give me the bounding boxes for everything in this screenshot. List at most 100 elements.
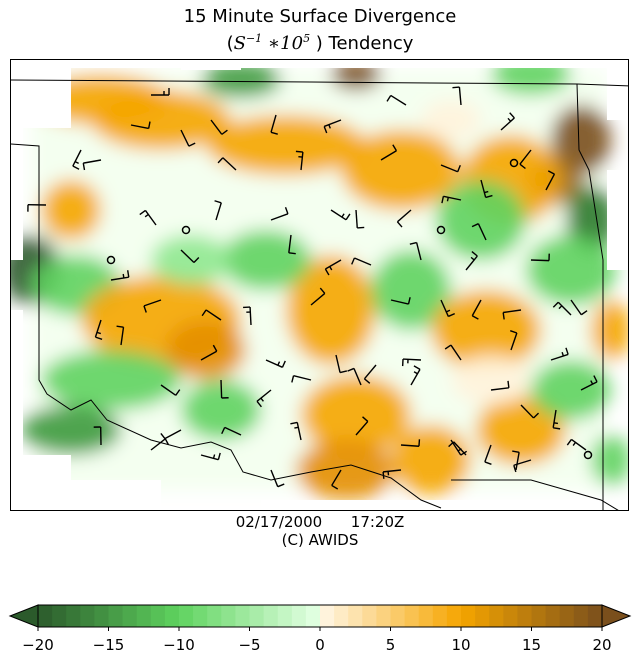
colorbar-cell — [348, 605, 363, 627]
wind-barb — [396, 209, 412, 228]
wind-barb — [256, 389, 272, 408]
colorbar-cell — [80, 605, 95, 627]
subtitle-suffix: ) Tendency — [310, 33, 414, 54]
colorbar-tick-label: −5 — [238, 636, 260, 654]
colorbar-cell — [263, 605, 279, 627]
wind-barb — [200, 344, 218, 361]
colorbar-cell — [587, 605, 603, 627]
colorbar-cell — [108, 605, 124, 627]
colorbar-max-arrow — [601, 604, 632, 628]
wind-barbs — [27, 86, 598, 490]
wind-barb — [440, 299, 456, 318]
colorbar-cell — [249, 605, 265, 627]
wind-barb — [355, 209, 365, 229]
colorbar-cell — [38, 605, 53, 627]
wind-barb — [290, 421, 302, 441]
wind-barb — [200, 452, 221, 461]
wind-barb — [401, 358, 422, 367]
map-subtitle: (S−1 ∗105 ) Tendency — [0, 32, 640, 54]
subtitle-math-base: S — [233, 33, 246, 54]
wind-barb — [552, 409, 561, 430]
colorbar-cell — [418, 605, 434, 627]
colorbar-cell — [545, 605, 561, 627]
colorbar-cell — [531, 605, 547, 627]
wind-barb — [94, 319, 103, 340]
wind-barb — [324, 259, 342, 276]
colorbar-cell — [461, 605, 476, 627]
wind-barb — [448, 441, 467, 456]
colorbar-min-arrow — [8, 604, 39, 628]
colorbar-cell — [503, 605, 518, 627]
colorbar: −20 −15 −10 −5 0 5 10 15 20 — [8, 604, 632, 654]
colorbar-cell — [94, 605, 109, 627]
colorbar-tick-label: −20 — [22, 636, 54, 654]
wind-barb — [512, 450, 520, 471]
wind-barb — [150, 432, 166, 451]
wind-barb — [386, 94, 407, 106]
wind-barb — [116, 325, 125, 346]
calm-wind-circle — [436, 225, 446, 235]
wind-barb — [530, 253, 550, 262]
colorbar-cell — [277, 605, 293, 627]
wind-barb — [139, 209, 157, 226]
wind-barb — [400, 439, 421, 447]
colorbar-cell — [193, 605, 208, 627]
colorbar-cell — [291, 605, 307, 627]
colorbar-cell — [136, 605, 152, 627]
colorbar-tick-label: −10 — [163, 636, 195, 654]
colorbar-tick-label: 5 — [386, 636, 396, 654]
wind-barb — [444, 344, 462, 361]
calm-wind-circle — [583, 450, 593, 460]
wind-barb — [143, 299, 162, 313]
date-label: 02/17/2000 — [235, 513, 323, 531]
wind-barb — [465, 251, 478, 271]
wind-barb — [566, 438, 587, 451]
wind-barb — [270, 469, 285, 488]
wind-barb — [323, 119, 342, 134]
wind-barb — [363, 364, 377, 384]
colorbar-cell — [334, 605, 349, 627]
colorbar-cell — [446, 605, 462, 627]
wind-barb — [214, 200, 222, 221]
wind-barb — [502, 309, 522, 320]
wind-barb — [201, 309, 222, 321]
wind-barb — [330, 209, 351, 221]
colorbar-cell — [475, 605, 490, 627]
colorbar-cell — [122, 605, 138, 627]
colorbar-ticks: −20 −15 −10 −5 0 5 10 15 20 — [22, 627, 612, 654]
colorbar-cell — [235, 605, 250, 627]
wind-barb — [441, 195, 462, 204]
colorbar-tick-label: −15 — [93, 636, 125, 654]
wind-barb — [545, 170, 556, 191]
wind-barb — [180, 129, 196, 147]
wind-barb — [355, 416, 369, 436]
wind-barb — [380, 144, 398, 161]
wind-barb — [484, 444, 492, 465]
divergence-map — [11, 60, 628, 510]
wind-barb — [270, 114, 278, 135]
wind-barb — [382, 469, 402, 479]
calm-wind-circle — [509, 158, 519, 168]
state-borders — [11, 79, 628, 510]
colorbar-tick-label: 20 — [592, 636, 611, 654]
colorbar-tick-label: 0 — [315, 636, 325, 654]
colorbar-cell — [207, 605, 222, 627]
colorbar-cell — [390, 605, 406, 627]
calm-wind-circle — [181, 225, 191, 235]
wind-barb — [291, 374, 312, 383]
colorbar-cell — [559, 605, 575, 627]
wind-barb — [452, 86, 462, 106]
colorbar-cell — [404, 605, 420, 627]
subtitle-math: S−1 ∗105 — [233, 32, 311, 54]
wind-barb — [580, 375, 598, 391]
wind-barb — [72, 149, 82, 170]
wind-barb — [27, 203, 47, 212]
colorbar-cell — [179, 605, 194, 627]
wind-barb — [130, 121, 151, 130]
subtitle-math-mid: ∗10 — [262, 33, 304, 54]
subtitle-math-exp2: 5 — [303, 32, 311, 45]
wind-barb — [93, 426, 102, 446]
wind-barb — [295, 150, 304, 171]
time-label: 17:20Z — [350, 513, 405, 531]
colorbar-tick-label: 10 — [451, 636, 470, 654]
